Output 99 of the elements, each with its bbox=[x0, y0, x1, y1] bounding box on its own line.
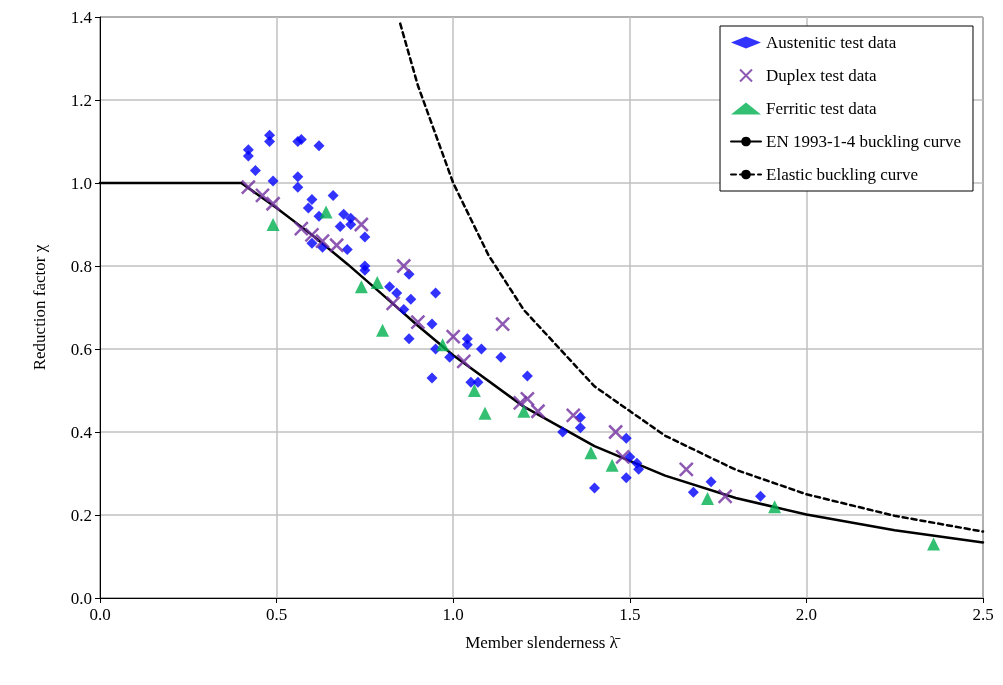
point bbox=[314, 233, 331, 249]
y-tick-label: 0.8 bbox=[70, 256, 92, 276]
point bbox=[242, 150, 254, 162]
point bbox=[391, 287, 403, 299]
point bbox=[426, 372, 438, 384]
point bbox=[306, 194, 318, 206]
point bbox=[319, 205, 333, 219]
point bbox=[385, 295, 401, 312]
x-tick-label: 0.5 bbox=[265, 605, 288, 624]
point bbox=[341, 243, 353, 255]
point bbox=[517, 404, 531, 418]
point bbox=[461, 339, 473, 351]
y-tick-label: 0.6 bbox=[70, 339, 92, 359]
point bbox=[359, 231, 371, 243]
point bbox=[614, 449, 631, 465]
x-tick-label: 1.0 bbox=[442, 605, 464, 624]
point bbox=[565, 407, 582, 424]
legend-label: Ferritic test data bbox=[766, 99, 877, 118]
point bbox=[456, 353, 472, 370]
y-tick-label: 1.2 bbox=[70, 90, 92, 110]
point bbox=[678, 461, 695, 478]
point bbox=[478, 406, 492, 420]
point bbox=[306, 237, 318, 249]
point bbox=[512, 395, 529, 411]
point bbox=[353, 216, 370, 233]
y-tick-label: 0.0 bbox=[70, 588, 92, 608]
point bbox=[254, 187, 271, 204]
point bbox=[519, 391, 536, 407]
point bbox=[313, 140, 325, 152]
point bbox=[376, 323, 390, 337]
point bbox=[304, 227, 320, 243]
point bbox=[530, 403, 546, 419]
point bbox=[472, 376, 484, 388]
point bbox=[605, 458, 619, 472]
point bbox=[754, 490, 766, 502]
point bbox=[292, 171, 304, 183]
point bbox=[354, 280, 368, 294]
line-series bbox=[398, 22, 985, 533]
point bbox=[521, 370, 533, 382]
x-axis-title: Member slenderness λ̄ bbox=[465, 633, 621, 652]
point bbox=[265, 196, 281, 212]
x-tick-label: 1.5 bbox=[619, 605, 641, 624]
point bbox=[445, 328, 461, 345]
point bbox=[584, 446, 598, 460]
point bbox=[328, 237, 345, 253]
point bbox=[495, 351, 507, 363]
point bbox=[467, 384, 481, 397]
point bbox=[620, 432, 632, 444]
point bbox=[334, 221, 346, 233]
point bbox=[557, 426, 569, 438]
point bbox=[705, 476, 717, 488]
y-tick-label: 0.2 bbox=[70, 505, 92, 525]
point bbox=[302, 202, 314, 214]
point bbox=[768, 500, 782, 514]
point bbox=[403, 333, 415, 345]
y-tick-label: 0.4 bbox=[70, 422, 93, 442]
point bbox=[338, 208, 350, 220]
point bbox=[701, 491, 714, 505]
point bbox=[249, 165, 261, 177]
point bbox=[292, 181, 304, 193]
point bbox=[264, 136, 276, 147]
point bbox=[398, 304, 410, 316]
point bbox=[927, 537, 941, 551]
point bbox=[494, 316, 511, 332]
point bbox=[410, 314, 426, 330]
point bbox=[405, 293, 417, 305]
point bbox=[327, 189, 339, 201]
point bbox=[717, 488, 733, 505]
point bbox=[430, 287, 442, 299]
legend-label: Austenitic test data bbox=[766, 33, 897, 52]
x-tick-label: 2.5 bbox=[972, 605, 994, 624]
y-tick-label: 1.0 bbox=[70, 173, 92, 193]
point bbox=[444, 351, 456, 363]
point bbox=[396, 258, 412, 274]
point bbox=[293, 220, 310, 237]
point bbox=[384, 281, 396, 293]
point bbox=[687, 486, 699, 498]
y-tick-label: 1.4 bbox=[70, 7, 93, 27]
point bbox=[436, 338, 450, 352]
point bbox=[359, 264, 371, 276]
point bbox=[475, 343, 487, 355]
y-axis-title: Reduction factor χ bbox=[30, 244, 49, 371]
point bbox=[624, 451, 636, 463]
point bbox=[370, 276, 384, 290]
point bbox=[345, 219, 357, 230]
legend-label: Elastic buckling curve bbox=[766, 165, 919, 184]
point bbox=[620, 472, 632, 484]
point bbox=[574, 422, 586, 434]
legend-label: Duplex test data bbox=[766, 66, 877, 85]
point bbox=[267, 175, 279, 187]
point bbox=[426, 318, 438, 330]
point bbox=[240, 179, 257, 195]
x-tick-label: 0.0 bbox=[89, 605, 111, 624]
point bbox=[607, 424, 624, 440]
x-tick-label: 2.0 bbox=[795, 605, 818, 624]
point bbox=[588, 482, 600, 494]
point bbox=[633, 463, 645, 475]
point bbox=[266, 218, 280, 231]
legend-label: EN 1993-1-4 buckling curve bbox=[766, 132, 962, 151]
